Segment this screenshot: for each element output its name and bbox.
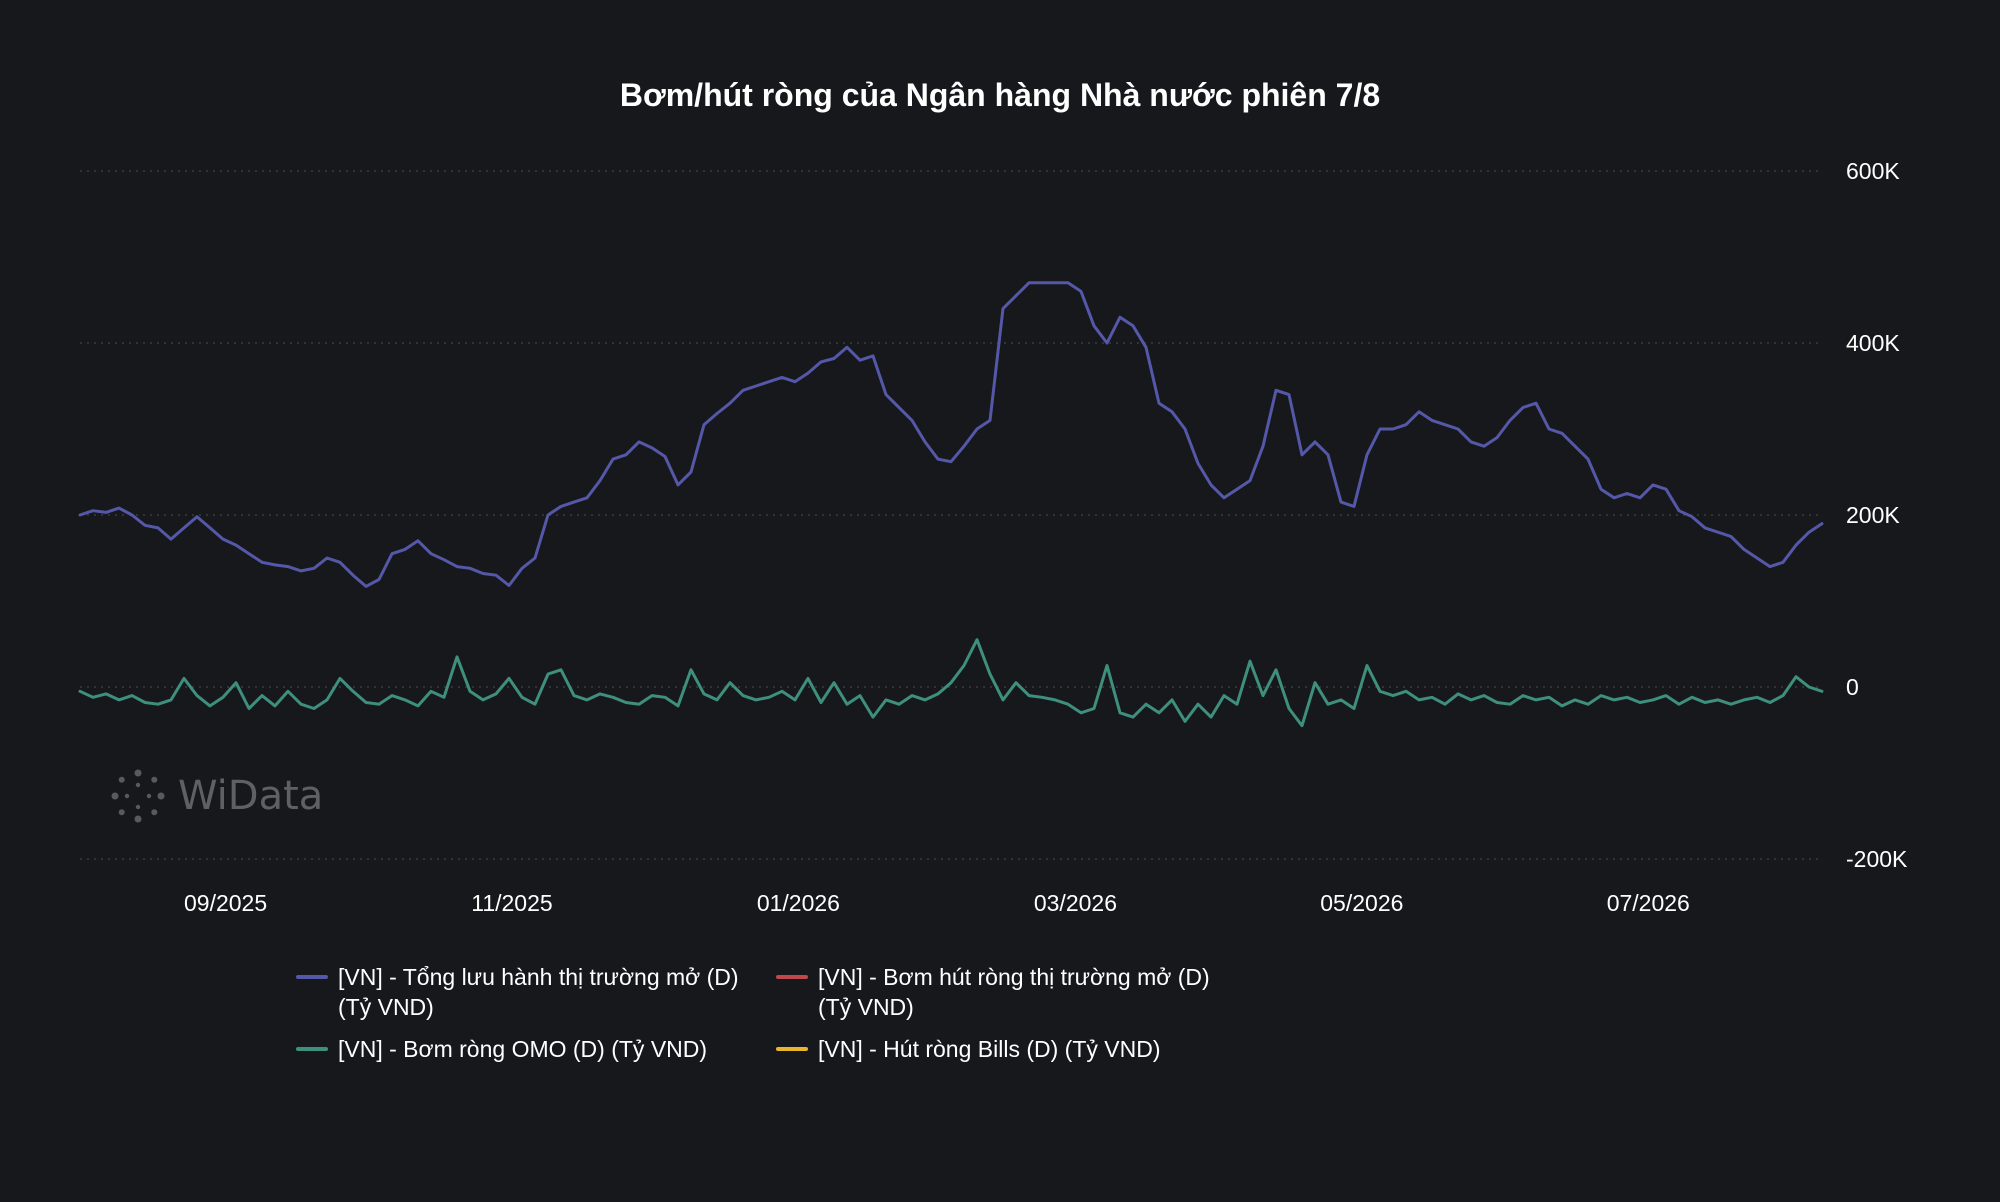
legend-swatch — [776, 1047, 808, 1051]
x-tick-label: 05/2026 — [1320, 890, 1403, 916]
y-tick-label: -200K — [1846, 846, 1908, 872]
legend-item-bom-hut-rong[interactable]: [VN] - Bơm hút ròng thị trường mở (D) (T… — [776, 962, 1256, 1022]
y-tick-label: 600K — [1846, 158, 1900, 184]
series-line-0 — [78, 281, 1824, 588]
chart-title: Bơm/hút ròng của Ngân hàng Nhà nước phiê… — [620, 77, 1380, 113]
legend-label: [VN] - Tổng lưu hành thị trường mở (D) (… — [338, 964, 739, 1020]
legend-swatch — [776, 975, 808, 979]
gridlines — [80, 170, 1822, 860]
x-tick-label: 07/2026 — [1607, 890, 1690, 916]
y-tick-label: 0 — [1846, 674, 1859, 700]
legend-label: [VN] - Bơm hút ròng thị trường mở (D) (T… — [818, 964, 1210, 1020]
legend-label: [VN] - Bơm ròng OMO (D) (Tỷ VND) — [338, 1036, 708, 1062]
x-axis-tick-labels: 09/2025 11/2025 01/2026 03/2026 05/2026 07/20… — [184, 890, 1690, 916]
y-tick-label: 400K — [1846, 330, 1900, 356]
watermark-text: WiData — [178, 773, 324, 819]
series-line-2 — [78, 638, 1824, 728]
legend-item-hut-rong-bills[interactable]: [VN] - Hút ròng Bills (D) (Tỷ VND) — [776, 1034, 1256, 1064]
legend-item-tong-luu-hanh[interactable]: [VN] - Tổng lưu hành thị trường mở (D) (… — [296, 962, 776, 1022]
legend-item-bom-rong-omo[interactable]: [VN] - Bơm ròng OMO (D) (Tỷ VND) — [296, 1034, 776, 1064]
dotted-circle-logo-icon — [111, 769, 165, 823]
legend-label: [VN] - Hút ròng Bills (D) (Tỷ VND) — [818, 1036, 1161, 1062]
y-tick-label: 200K — [1846, 502, 1900, 528]
legend-swatch — [296, 1047, 328, 1051]
x-tick-label: 03/2026 — [1034, 890, 1117, 916]
x-tick-label: 11/2025 — [471, 890, 552, 916]
legend: [VN] - Tổng lưu hành thị trường mở (D) (… — [296, 962, 1716, 1064]
watermark: WiData — [110, 768, 323, 824]
y-axis-tick-labels: 600K 400K 200K 0 -200K — [1846, 158, 1908, 872]
legend-swatch — [296, 975, 328, 979]
x-tick-label: 09/2025 — [184, 890, 267, 916]
x-tick-label: 01/2026 — [757, 890, 840, 916]
series-lines — [78, 281, 1824, 728]
